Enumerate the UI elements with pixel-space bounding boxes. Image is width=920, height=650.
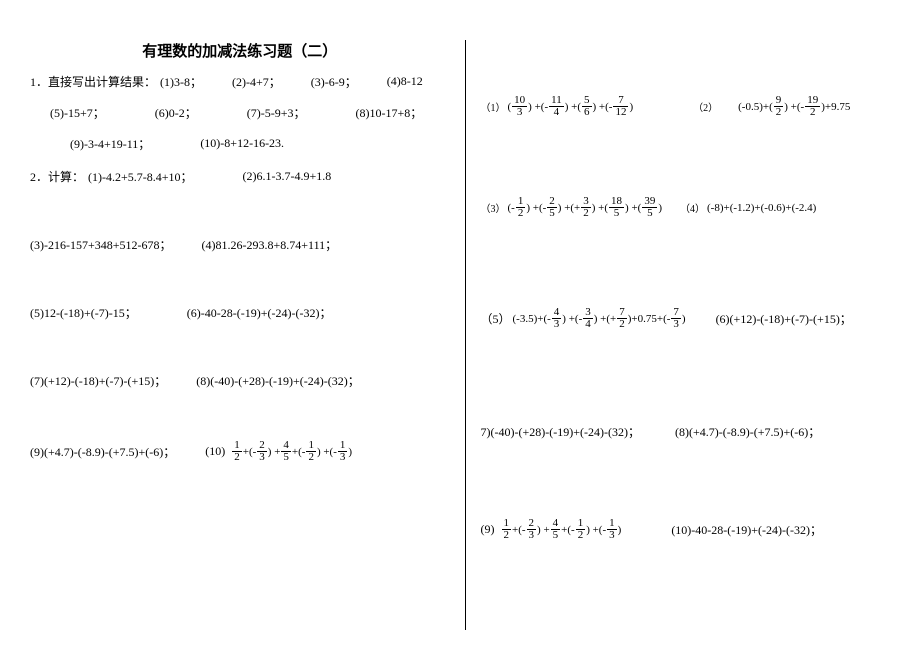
r5-expr: (-3.5)+(-43) +(-34) +(+72) +0.75+(- 73) bbox=[513, 307, 686, 330]
left-column: 有理数的加减法练习题（二） 1．直接写出计算结果： (1)3-8； (2)-4+… bbox=[30, 40, 465, 630]
r-line3: （5） (-3.5)+(-43) +(-34) +(+72) +0.75+(- … bbox=[481, 307, 901, 330]
q1-8: (8)10-17+8； bbox=[356, 104, 423, 121]
q2-2: (2)6.1-3.7-4.9+1.8 bbox=[243, 169, 332, 184]
q1-10: (10)-8+12-16-23. bbox=[200, 136, 284, 151]
q2-line5: (9)(+4.7)-(-8.9)-(+7.5)+(-6)； (10) 12 +(… bbox=[30, 440, 450, 463]
q2-line1: 2．计算： (1)-4.2+5.7-8.4+10； (2)6.1-3.7-4.9… bbox=[30, 168, 450, 185]
q1-4: (4)8-12 bbox=[387, 74, 423, 89]
r9-lbl: (9) bbox=[481, 522, 495, 537]
q2-intro: 2．计算： bbox=[30, 168, 84, 185]
r-line5: (9) 12 +(-23) +45 +(-12) +(-13) (10)-40-… bbox=[481, 518, 901, 541]
q2-9: (9)(+4.7)-(-8.9)-(+7.5)+(-6)； bbox=[30, 443, 175, 460]
r2-lbl: （2） bbox=[693, 99, 718, 114]
r5-lbl: （5） bbox=[481, 310, 511, 327]
worksheet-page: 有理数的加减法练习题（二） 1．直接写出计算结果： (1)3-8； (2)-4+… bbox=[0, 0, 920, 650]
q1-5: (5)-15+7； bbox=[50, 104, 105, 121]
r7-text: 7)(-40)-(+28)-(-19)+(-24)-(32)； bbox=[481, 423, 640, 440]
q1-1: (1)3-8； bbox=[160, 73, 202, 90]
r2-expr: (-0.5)+(92) +(-192) +9.75 bbox=[738, 95, 850, 118]
r-line4: 7)(-40)-(+28)-(-19)+(-24)-(32)； (8)(+4.7… bbox=[481, 423, 901, 440]
r1-expr: (103) +(-114) +(56) +(-712) bbox=[508, 95, 634, 118]
q1-3: (3)-6-9； bbox=[311, 73, 357, 90]
q1-6: (6)0-2； bbox=[155, 104, 197, 121]
r4-text: (-8)+(-1.2)+(-0.6)+(-2.4) bbox=[707, 202, 816, 214]
q2-line3: (5)12-(-18)+(-7)-15； (6)-40-28-(-19)+(-2… bbox=[30, 304, 450, 321]
r-line1: （1） (103) +(-114) +(56) +(-712) （2） (-0.… bbox=[481, 95, 901, 118]
r8-text: (8)(+4.7)-(-8.9)-(+7.5)+(-6)； bbox=[675, 423, 820, 440]
r-line2: （3） (-12) +(-25) +(+32) +(185) +(395) （4… bbox=[481, 196, 901, 219]
r6-text: (6)(+12)-(-18)+(-7)-(+15)； bbox=[716, 310, 852, 327]
q1-line1: 1．直接写出计算结果： (1)3-8； (2)-4+7； (3)-6-9； (4… bbox=[30, 73, 450, 90]
q2-5: (5)12-(-18)+(-7)-15； bbox=[30, 304, 137, 321]
r4-lbl: （4） bbox=[680, 200, 705, 215]
q1-line3: (9)-3-4+19-11； (10)-8+12-16-23. bbox=[30, 135, 450, 152]
q2-4: (4)81.26-293.8+8.74+111； bbox=[202, 236, 338, 253]
q2-10-lbl: (10) bbox=[205, 444, 225, 459]
r3-expr: (-12) +(-25) +(+32) +(185) +(395) bbox=[508, 196, 663, 219]
right-column: （1） (103) +(-114) +(56) +(-712) （2） (-0.… bbox=[466, 40, 901, 630]
q1-line2: (5)-15+7； (6)0-2； (7)-5-9+3； (8)10-17+8； bbox=[30, 104, 450, 121]
q2-6: (6)-40-28-(-19)+(-24)-(-32)； bbox=[187, 304, 332, 321]
q2-8: (8)(-40)-(+28)-(-19)+(-24)-(32)； bbox=[196, 372, 359, 389]
q2-1: (1)-4.2+5.7-8.4+10； bbox=[88, 168, 193, 185]
r1-lbl: （1） bbox=[481, 99, 506, 114]
r10-text: (10)-40-28-(-19)+(-24)-(-32)； bbox=[671, 521, 822, 538]
q1-intro: 1．直接写出计算结果： bbox=[30, 73, 156, 90]
q1-7: (7)-5-9+3； bbox=[247, 104, 306, 121]
q2-3: (3)-216-157+348+512-678； bbox=[30, 236, 172, 253]
r9-expr: 12 +(-23) +45 +(-12) +(-13) bbox=[501, 518, 622, 541]
q2-7: (7)(+12)-(-18)+(-7)-(+15)； bbox=[30, 372, 166, 389]
q1-2: (2)-4+7； bbox=[232, 73, 281, 90]
page-title: 有理数的加减法练习题（二） bbox=[30, 40, 450, 61]
q2-10-expr: 12 +(-23) +45 +(-12) +(-13) bbox=[231, 440, 352, 463]
q2-line2: (3)-216-157+348+512-678； (4)81.26-293.8+… bbox=[30, 236, 450, 253]
q1-9: (9)-3-4+19-11； bbox=[70, 135, 150, 152]
r3-lbl: （3） bbox=[481, 200, 506, 215]
q2-line4: (7)(+12)-(-18)+(-7)-(+15)； (8)(-40)-(+28… bbox=[30, 372, 450, 389]
